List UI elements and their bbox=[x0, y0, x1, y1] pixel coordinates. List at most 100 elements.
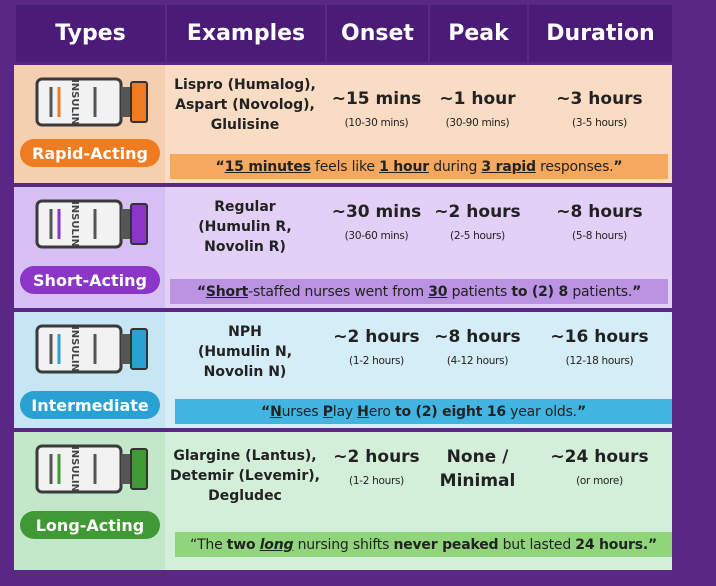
duration-value: ~3 hours bbox=[556, 89, 643, 109]
example-line: NPH bbox=[228, 324, 262, 340]
duration-range: (or more) bbox=[576, 475, 623, 487]
peak-value: ~8 hours bbox=[434, 327, 521, 347]
example-line: Detemir (Levemir), bbox=[170, 468, 320, 484]
header-cell: Onset bbox=[327, 5, 428, 62]
mnemonic-part: never peaked bbox=[393, 536, 499, 553]
mnemonic-part: ” bbox=[613, 158, 623, 175]
mnemonic-part: long bbox=[259, 536, 294, 553]
peak-cell: None / Minimal bbox=[428, 445, 527, 493]
header-cell: Duration bbox=[529, 5, 672, 62]
duration-cell: ~16 hours (12-18 hours) bbox=[527, 325, 672, 367]
vial-cap bbox=[130, 203, 148, 245]
example-line: (Humulin N, bbox=[197, 344, 293, 360]
vial-icon: INSULIN bbox=[35, 199, 148, 249]
peak-value: ~2 hours bbox=[434, 202, 521, 222]
vial-label: INSULIN bbox=[69, 201, 80, 247]
mnemonic-part: “The bbox=[190, 536, 227, 553]
onset-cell: ~2 hours (1-2 hours) bbox=[325, 445, 428, 487]
vial-icon: INSULIN bbox=[35, 77, 148, 127]
duration-value: ~8 hours bbox=[556, 202, 643, 222]
vial-neck bbox=[121, 334, 131, 364]
type-label: Short-Acting bbox=[20, 266, 160, 294]
examples: Regular (Humulin R, Novolin R) bbox=[165, 197, 325, 257]
mnemonic-part: nursing shifts bbox=[293, 536, 394, 553]
onset-cell: ~15 mins (10-30 mins) bbox=[325, 87, 428, 129]
mnemonic-part: “ bbox=[215, 158, 225, 175]
example-line: Novolin N) bbox=[203, 364, 287, 380]
mnemonic-part: two bbox=[226, 536, 256, 553]
mnemonic-part: 24 hours. bbox=[575, 536, 648, 553]
example-line: Novolin R) bbox=[204, 239, 286, 255]
mnemonic-part: -staffed nurses went from bbox=[248, 283, 429, 300]
vial-neck bbox=[121, 209, 131, 239]
peak-value: Minimal bbox=[439, 471, 516, 491]
vial-label: INSULIN bbox=[69, 326, 80, 372]
mnemonic-part: Short bbox=[205, 283, 249, 300]
vial-icon: INSULIN bbox=[35, 444, 148, 494]
type-label: Long-Acting bbox=[20, 511, 160, 539]
mnemonic-part: ero bbox=[368, 403, 395, 420]
onset-value: ~15 mins bbox=[331, 89, 422, 109]
peak-cell: ~8 hours (4-12 hours) bbox=[428, 325, 527, 367]
peak-cell: ~2 hours (2-5 hours) bbox=[428, 200, 527, 242]
example-line: Lispro (Humalog), bbox=[174, 77, 316, 93]
mnemonic-part: H bbox=[357, 403, 369, 420]
peak-value: None / bbox=[446, 447, 509, 467]
example-line: (Humulin R, bbox=[198, 219, 292, 235]
onset-value: ~2 hours bbox=[333, 327, 420, 347]
duration-value: ~24 hours bbox=[550, 447, 649, 467]
duration-range: (5-8 hours) bbox=[572, 230, 627, 242]
vial-cap bbox=[130, 448, 148, 490]
peak-cell: ~1 hour (30-90 mins) bbox=[428, 87, 527, 129]
onset-range: (1-2 hours) bbox=[349, 355, 404, 367]
mnemonic-part: ” bbox=[632, 283, 642, 300]
mnemonic-part: N bbox=[270, 403, 282, 420]
mnemonic-part: 1 hour bbox=[379, 158, 429, 175]
peak-range: (30-90 mins) bbox=[445, 117, 510, 129]
mnemonic-part: to (2) eight 16 bbox=[394, 403, 506, 420]
onset-value: ~30 mins bbox=[331, 202, 422, 222]
mnemonic-part: ” bbox=[647, 536, 657, 553]
peak-range: (4-12 hours) bbox=[446, 355, 509, 367]
onset-cell: ~2 hours (1-2 hours) bbox=[325, 325, 428, 367]
vial-label: INSULIN bbox=[69, 446, 80, 492]
vial-neck bbox=[121, 454, 131, 484]
mnemonic-part: feels like bbox=[310, 158, 380, 175]
type-label: Rapid-Acting bbox=[20, 139, 160, 167]
mnemonic: “Short -staffed nurses went from 30 patie… bbox=[170, 279, 668, 304]
vial-label: INSULIN bbox=[69, 79, 80, 125]
vial-cap bbox=[130, 81, 148, 123]
mnemonic-part: “ bbox=[196, 283, 206, 300]
mnemonic-part: responses. bbox=[535, 158, 614, 175]
vial-neck bbox=[121, 87, 131, 117]
type-label: Intermediate bbox=[20, 391, 160, 419]
mnemonic-part: ” bbox=[576, 403, 586, 420]
example-line: Glargine (Lantus), bbox=[173, 448, 317, 464]
onset-value: ~2 hours bbox=[333, 447, 420, 467]
header-cell: Types bbox=[16, 5, 165, 62]
example-line: Regular bbox=[214, 199, 276, 215]
vial-icon: INSULIN bbox=[35, 324, 148, 374]
peak-range: (2-5 hours) bbox=[450, 230, 505, 242]
mnemonic-part: patients. bbox=[568, 283, 633, 300]
mnemonic-part: during bbox=[428, 158, 482, 175]
mnemonic-part: 15 minutes bbox=[224, 158, 311, 175]
onset-range: (1-2 hours) bbox=[349, 475, 404, 487]
vial-cap bbox=[130, 328, 148, 370]
onset-range: (10-30 mins) bbox=[344, 117, 409, 129]
mnemonic-part: year olds. bbox=[505, 403, 577, 420]
mnemonic-part: urses bbox=[281, 403, 323, 420]
duration-range: (12-18 hours) bbox=[565, 355, 634, 367]
example-line: Degludec bbox=[208, 488, 282, 504]
mnemonic-part: lay bbox=[332, 403, 358, 420]
examples: NPH (Humulin N, Novolin N) bbox=[165, 322, 325, 382]
duration-cell: ~24 hours (or more) bbox=[527, 445, 672, 487]
header-cell: Examples bbox=[167, 5, 325, 62]
duration-cell: ~3 hours (3-5 hours) bbox=[527, 87, 672, 129]
onset-range: (30-60 mins) bbox=[344, 230, 409, 242]
example-line: Aspart (Novolog), bbox=[175, 97, 315, 113]
example-line: Glulisine bbox=[210, 117, 280, 133]
mnemonic-part: patients bbox=[447, 283, 512, 300]
